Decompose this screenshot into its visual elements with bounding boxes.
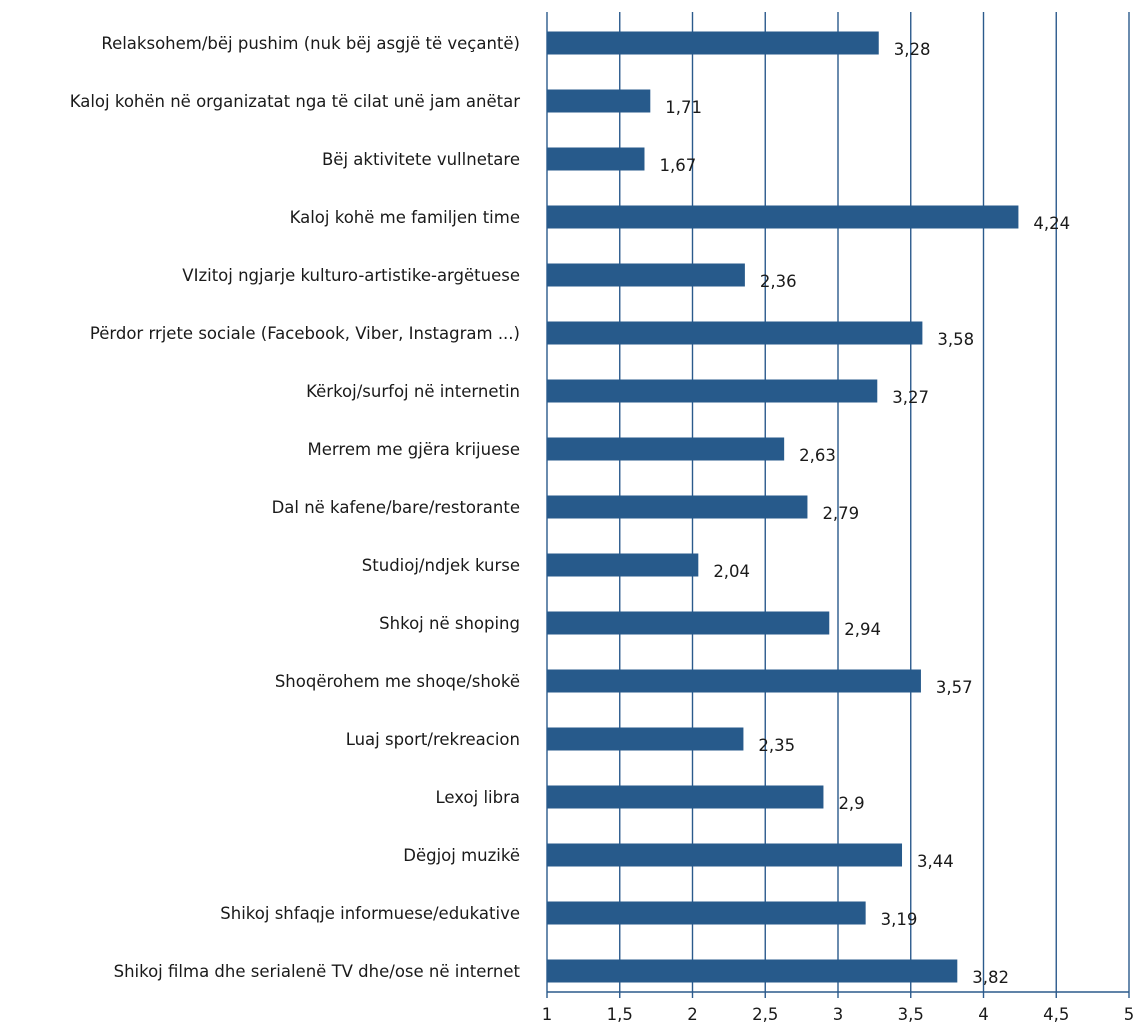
x-tick-label: 4,5 xyxy=(1043,1005,1069,1024)
data-label: 3,19 xyxy=(881,910,918,929)
bar xyxy=(547,727,744,751)
bar xyxy=(547,669,921,693)
data-label: 2,94 xyxy=(844,620,881,639)
category-label: Studioj/ndjek kurse xyxy=(362,556,520,575)
data-label: 2,36 xyxy=(760,272,797,291)
bar xyxy=(547,901,866,925)
x-tick-label: 1 xyxy=(542,1005,553,1024)
category-label: Merrem me gjëra krijuese xyxy=(308,440,520,459)
data-label: 3,57 xyxy=(936,678,973,697)
category-label: Bëj aktivitete vullnetare xyxy=(322,150,520,169)
bar xyxy=(547,553,699,577)
data-label: 2,35 xyxy=(758,736,795,755)
category-label: Kaloj kohën në organizatat nga të cilat … xyxy=(70,92,521,111)
category-label: Kërkoj/surfoj në internetin xyxy=(306,382,520,401)
data-label: 2,63 xyxy=(799,446,836,465)
category-label: Kaloj kohë me familjen time xyxy=(290,208,520,227)
data-label: 4,24 xyxy=(1033,214,1070,233)
bar xyxy=(547,843,903,867)
data-label: 3,82 xyxy=(972,968,1009,987)
category-label: Relaksohem/bëj pushim (nuk bëj asgjë të … xyxy=(101,34,520,53)
category-label: Shikoj shfaqje informuese/edukative xyxy=(220,904,520,923)
bar xyxy=(547,437,785,461)
bar xyxy=(547,31,879,55)
data-label: 2,04 xyxy=(713,562,750,581)
x-tick-label: 3,5 xyxy=(898,1005,924,1024)
x-tick-label: 4 xyxy=(978,1005,989,1024)
bar xyxy=(547,611,830,635)
x-tick-label: 2 xyxy=(687,1005,698,1024)
bar xyxy=(547,89,651,113)
category-label: VIzitoj ngjarje kulturo-artistike-argëtu… xyxy=(182,266,520,285)
x-tick-label: 5 xyxy=(1124,1005,1135,1024)
category-label: Shikoj filma dhe serialenë TV dhe/ose në… xyxy=(114,962,521,981)
data-label: 2,79 xyxy=(822,504,859,523)
x-tick-label: 1,5 xyxy=(607,1005,633,1024)
bar xyxy=(547,495,808,519)
bar xyxy=(547,321,923,345)
bar xyxy=(547,379,878,403)
category-label: Dal në kafene/bare/restorante xyxy=(272,498,520,517)
category-label: Shkoj në shoping xyxy=(379,614,520,633)
data-label: 1,67 xyxy=(659,156,696,175)
data-label: 2,9 xyxy=(838,794,864,813)
data-label: 3,27 xyxy=(892,388,929,407)
category-label: Dëgjoj muzikë xyxy=(403,846,520,865)
category-label: Lexoj libra xyxy=(436,788,520,807)
data-label: 3,58 xyxy=(937,330,974,349)
x-tick-label: 3 xyxy=(833,1005,844,1024)
bar xyxy=(547,263,745,287)
bar xyxy=(547,959,958,983)
category-label: Përdor rrjete sociale (Facebook, Viber, … xyxy=(90,324,520,343)
data-label: 3,28 xyxy=(894,40,931,59)
bar xyxy=(547,785,824,809)
data-label: 1,71 xyxy=(665,98,702,117)
category-label: Shoqërohem me shoqe/shokë xyxy=(275,672,520,691)
category-label: Luaj sport/rekreacion xyxy=(346,730,520,749)
bar xyxy=(547,147,645,171)
data-label: 3,44 xyxy=(917,852,954,871)
bar xyxy=(547,205,1019,229)
x-tick-label: 2,5 xyxy=(752,1005,778,1024)
